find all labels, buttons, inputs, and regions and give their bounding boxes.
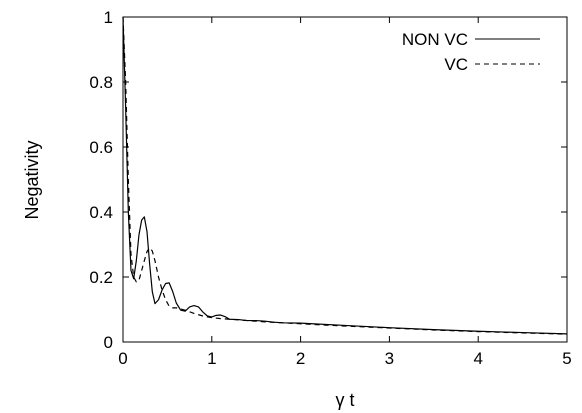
y-tick-label: 0.2 (89, 268, 113, 287)
legend: NON VC VC (402, 30, 540, 74)
y-tick-label: 0.4 (89, 203, 113, 222)
legend-label-vc: VC (444, 55, 468, 74)
series-line-non-vc (122, 16, 568, 335)
x-tick-label: 4 (473, 349, 482, 368)
series-line-vc (122, 16, 568, 335)
y-tick-label: 0 (104, 333, 113, 352)
x-tick-label: 5 (562, 349, 571, 368)
x-tick-label: 0 (118, 349, 127, 368)
x-tick-label: 2 (296, 349, 305, 368)
y-tick-label: 0.6 (89, 138, 113, 157)
x-tick-label: 1 (207, 349, 216, 368)
axis-ticks: 0 1 2 3 4 5 0 0.2 0.4 0.6 0.8 1 (89, 8, 571, 368)
plot-frame (122, 16, 568, 343)
y-tick-label: 1 (104, 8, 113, 27)
y-axis-label: Negativity (22, 140, 42, 219)
y-tick-label: 0.8 (89, 73, 113, 92)
x-axis-label: γ t (335, 390, 354, 410)
x-tick-label: 3 (385, 349, 394, 368)
legend-label-non-vc: NON VC (402, 30, 468, 49)
series-layer (122, 16, 568, 335)
